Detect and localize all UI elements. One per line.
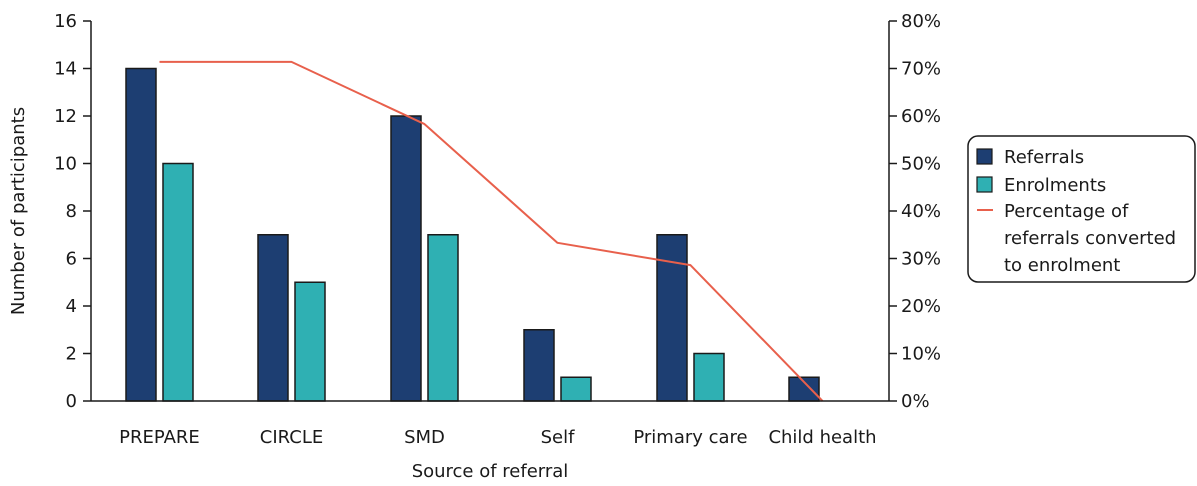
- legend-swatch-enrolments: [976, 176, 993, 193]
- left-tick-label: 0: [66, 391, 77, 412]
- category-label-smd: SMD: [404, 427, 445, 448]
- bar-referrals-circle: [257, 234, 289, 402]
- right-tick-label: 40%: [901, 201, 941, 222]
- legend-label-percentage-line1: Percentage of: [1004, 201, 1129, 222]
- category-label-primary-care: Primary care: [633, 427, 747, 448]
- bar-referrals-prepare: [125, 67, 157, 402]
- right-tick-label: 0%: [901, 391, 930, 412]
- right-tick-label: 10%: [901, 344, 941, 365]
- legend-label-referrals: Referrals: [1004, 147, 1084, 168]
- legend-box: [967, 135, 1196, 283]
- legend-swatch-referrals: [976, 148, 993, 165]
- percentage-line: [159, 60, 824, 402]
- left-tick-label: 6: [66, 249, 77, 270]
- bar-enrolments-primary-care: [693, 352, 725, 402]
- axes-layer: [90, 21, 890, 402]
- x-axis-title: Source of referral: [412, 461, 569, 482]
- right-tick-label: 80%: [901, 11, 941, 32]
- y-axis-title: Number of participants: [8, 107, 29, 315]
- left-tick-label: 8: [66, 201, 77, 222]
- left-tick-label: 14: [54, 59, 77, 80]
- left-tick-label: 10: [54, 154, 77, 175]
- legend-label-enrolments: Enrolments: [1004, 175, 1106, 196]
- category-label-child-health: Child health: [768, 427, 876, 448]
- bar-referrals-smd: [390, 115, 422, 402]
- right-tick-label: 30%: [901, 249, 941, 270]
- bar-referrals-self: [523, 329, 555, 402]
- left-tick-label: 2: [66, 344, 77, 365]
- left-y-ticks: 0 2 4 6 8 10 12 14 16: [54, 11, 91, 412]
- category-label-circle: CIRCLE: [260, 427, 323, 448]
- legend-label-percentage-line3: to enrolment: [1004, 255, 1120, 276]
- right-tick-label: 50%: [901, 154, 941, 175]
- left-tick-label: 4: [66, 296, 77, 317]
- right-tick-label: 60%: [901, 106, 941, 127]
- bar-enrolments-circle: [294, 281, 326, 402]
- bars-layer: [125, 67, 820, 402]
- right-y-ticks: 0% 10% 20% 30% 40% 50% 60% 70% 80%: [889, 11, 941, 412]
- category-label-prepare: PREPARE: [119, 427, 200, 448]
- right-tick-label: 70%: [901, 59, 941, 80]
- bar-enrolments-smd: [427, 234, 459, 402]
- right-tick-label: 20%: [901, 296, 941, 317]
- x-tick-labels: PREPARE CIRCLE SMD Self Primary care Child he…: [119, 427, 876, 448]
- left-tick-label: 12: [54, 106, 77, 127]
- bar-enrolments-prepare: [162, 162, 194, 402]
- legend: Referrals Enrolments Percentage of refer…: [967, 135, 1196, 283]
- bar-enrolments-self: [560, 376, 592, 402]
- left-tick-label: 16: [54, 11, 77, 32]
- legend-label-percentage-line2: referrals converted: [1004, 228, 1176, 249]
- category-label-self: Self: [541, 427, 576, 448]
